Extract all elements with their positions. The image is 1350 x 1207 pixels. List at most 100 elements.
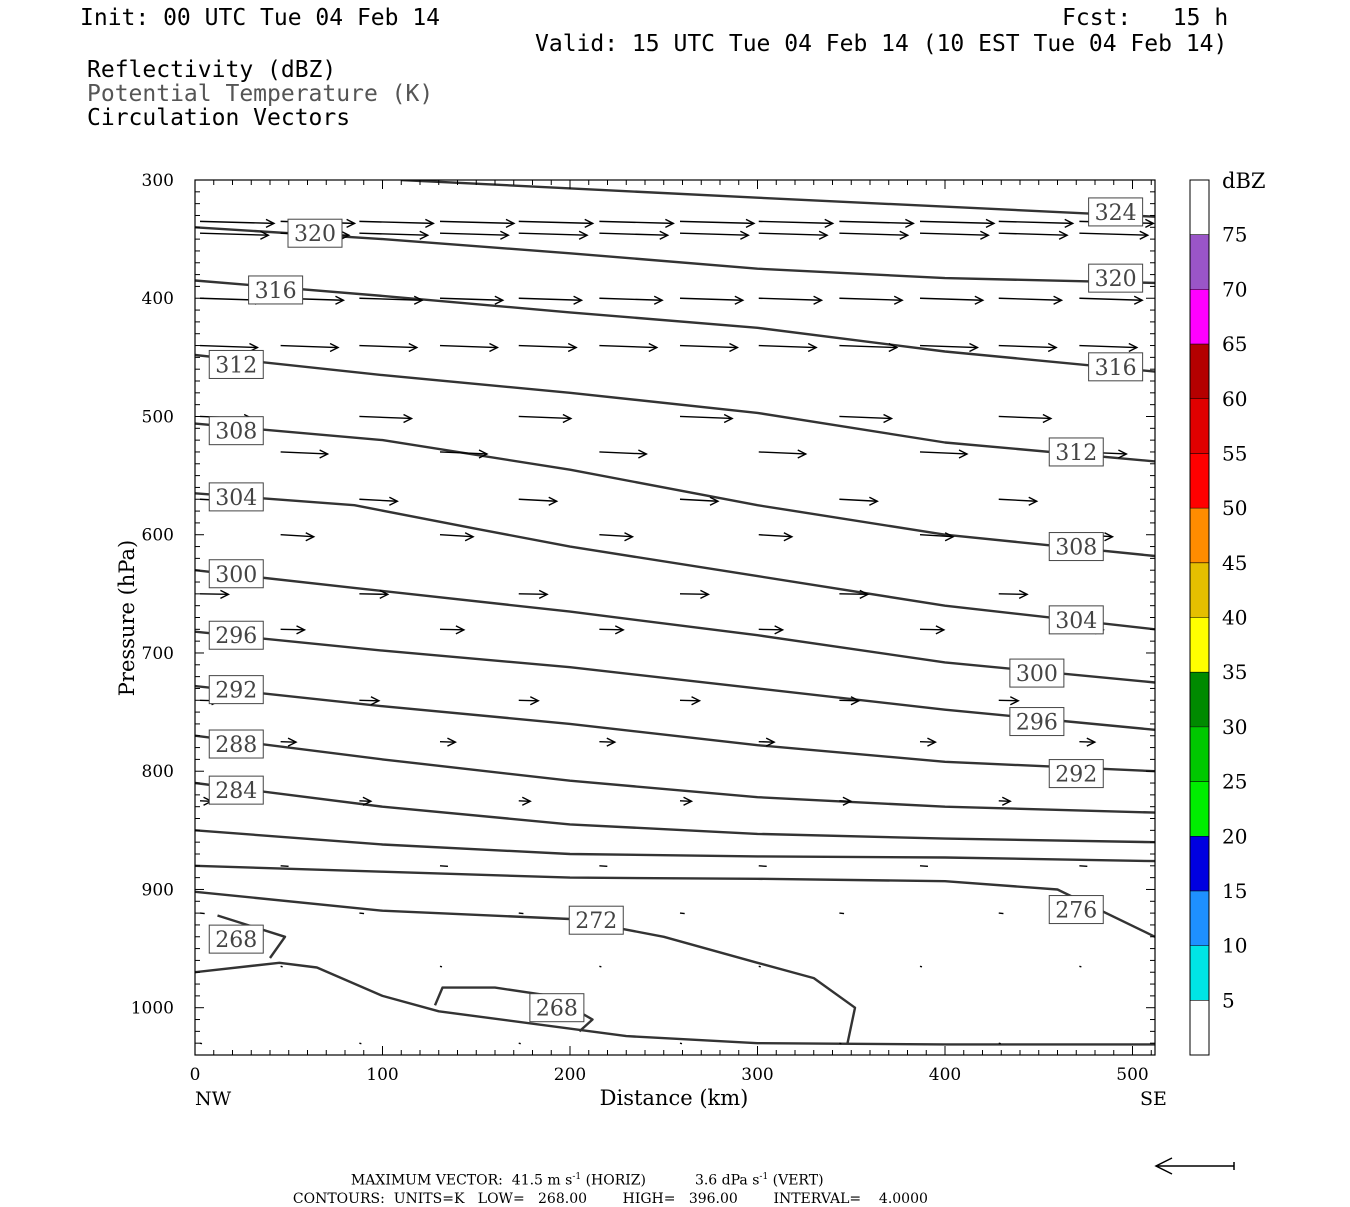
circulation-vector-head bbox=[859, 589, 870, 599]
circulation-vector bbox=[758, 232, 828, 236]
contour-label-box bbox=[248, 275, 304, 305]
x-tick-label: 200 bbox=[554, 1065, 586, 1085]
circulation-vector-head bbox=[379, 589, 390, 599]
circulation-vector bbox=[679, 415, 733, 420]
circulation-vector bbox=[998, 498, 1037, 502]
circulation-vector bbox=[439, 865, 448, 868]
x-tick-label: 0 bbox=[190, 1065, 201, 1085]
contour-label: 300 bbox=[215, 563, 257, 588]
circulation-vector bbox=[280, 451, 328, 455]
circulation-vector-head bbox=[985, 218, 996, 229]
circulation-vector-head bbox=[691, 696, 702, 706]
colorbar-tick-label: 15 bbox=[1222, 879, 1247, 903]
colorbar-tick-label: 55 bbox=[1222, 441, 1247, 465]
circulation-vector bbox=[518, 912, 524, 915]
circulation-vector bbox=[518, 699, 539, 702]
y-tick-label: 400 bbox=[142, 289, 174, 309]
circulation-vector-head bbox=[665, 218, 675, 229]
circulation-vector-head bbox=[340, 230, 351, 240]
colorbar-swatch bbox=[1190, 344, 1209, 399]
circulation-vector-head bbox=[578, 230, 589, 240]
contour-label-box bbox=[529, 993, 585, 1023]
circulation-vector bbox=[599, 451, 647, 455]
circulation-vector-head bbox=[425, 218, 435, 229]
circulation-vector-head bbox=[606, 737, 617, 747]
circulation-vector-head bbox=[494, 295, 505, 305]
contour-label: 288 bbox=[215, 733, 257, 758]
y-axis-label: Pressure (hPa) bbox=[115, 540, 139, 696]
circulation-vector-head bbox=[974, 295, 985, 305]
contour-label: 292 bbox=[215, 679, 257, 704]
circulation-vector bbox=[518, 297, 582, 301]
circulation-vector-head bbox=[478, 449, 489, 459]
contour-label-box bbox=[1048, 605, 1104, 635]
circulation-vector-head bbox=[573, 295, 584, 305]
contour-label-box bbox=[208, 559, 264, 589]
circulation-vector bbox=[919, 965, 923, 968]
contour-low: LOW= 268.00 bbox=[477, 1191, 588, 1207]
circulation-vector bbox=[998, 800, 1011, 802]
circulation-vector-head bbox=[489, 342, 500, 353]
circulation-vector bbox=[839, 699, 859, 702]
x-tick-label: 500 bbox=[1116, 1065, 1148, 1085]
circulation-vector bbox=[599, 297, 663, 301]
theta-contour-268 bbox=[195, 961, 1155, 1046]
horiz-exponent: -1 bbox=[572, 1172, 582, 1182]
circulation-vector-head bbox=[783, 532, 794, 542]
circulation-vector-head bbox=[500, 230, 510, 240]
y-tick-label: 800 bbox=[142, 762, 174, 782]
contour-label-box bbox=[1088, 197, 1144, 227]
circulation-vector-head bbox=[505, 218, 516, 229]
circulation-vector bbox=[359, 699, 379, 702]
circulation-vector-head bbox=[1042, 413, 1053, 424]
circulation-vector bbox=[280, 344, 339, 349]
circulation-vector bbox=[758, 344, 817, 349]
circulation-vector bbox=[359, 1042, 362, 1045]
contour-interval: INTERVAL= 4.0000 bbox=[773, 1191, 928, 1207]
circulation-vector-head bbox=[818, 230, 829, 240]
circulation-vector bbox=[439, 628, 464, 631]
circulation-vector-head bbox=[370, 696, 381, 706]
circulation-vector-head bbox=[296, 625, 307, 635]
circulation-vector bbox=[1079, 297, 1143, 301]
circulation-vector-head bbox=[1133, 295, 1144, 305]
circulation-vector bbox=[758, 534, 792, 538]
circulation-vector bbox=[518, 220, 593, 225]
circulation-vector bbox=[919, 865, 928, 868]
colorbar-swatch bbox=[1190, 1000, 1209, 1055]
colorbar-title: dBZ bbox=[1222, 169, 1265, 193]
contour-label-box bbox=[1048, 895, 1104, 925]
circulation-vector bbox=[919, 232, 989, 236]
reference-vector-arrow bbox=[1154, 1157, 1235, 1175]
theta-contour-268 bbox=[433, 986, 594, 1033]
contour-label-box bbox=[208, 620, 264, 650]
contour-label-box bbox=[1088, 352, 1144, 382]
circulation-vector bbox=[1079, 344, 1137, 349]
circulation-vector bbox=[839, 593, 868, 596]
circulation-vector bbox=[199, 912, 205, 915]
circulation-vector-head bbox=[734, 295, 745, 305]
colorbar-tick-label: 75 bbox=[1222, 223, 1247, 247]
contour-label: 320 bbox=[1095, 267, 1137, 292]
circulation-vector-head bbox=[1053, 295, 1064, 305]
circulation-vector-head bbox=[265, 218, 276, 229]
circulation-vector bbox=[439, 232, 509, 236]
circulation-vector bbox=[998, 220, 1073, 225]
colorbar-tick-label: 25 bbox=[1222, 770, 1247, 794]
circulation-vector bbox=[280, 965, 283, 968]
circulation-vector-head bbox=[1047, 342, 1058, 353]
contour-label-box bbox=[1009, 707, 1065, 737]
circulation-vector bbox=[839, 800, 851, 802]
max-horiz-value: 41.5 bbox=[511, 1172, 543, 1189]
circulation-vector bbox=[518, 415, 571, 420]
y-tick-label: 700 bbox=[142, 644, 174, 664]
circulation-vector-head bbox=[1001, 796, 1012, 806]
colorbar-tick-label: 45 bbox=[1222, 551, 1247, 575]
circulation-vector-head bbox=[1128, 342, 1139, 353]
circulation-vector-head bbox=[700, 589, 710, 599]
circulation-vector-head bbox=[335, 295, 346, 305]
circulation-vector-head bbox=[403, 413, 414, 424]
circulation-vector bbox=[679, 498, 719, 502]
circulation-vector bbox=[359, 800, 371, 802]
contour-label: 316 bbox=[255, 279, 297, 304]
